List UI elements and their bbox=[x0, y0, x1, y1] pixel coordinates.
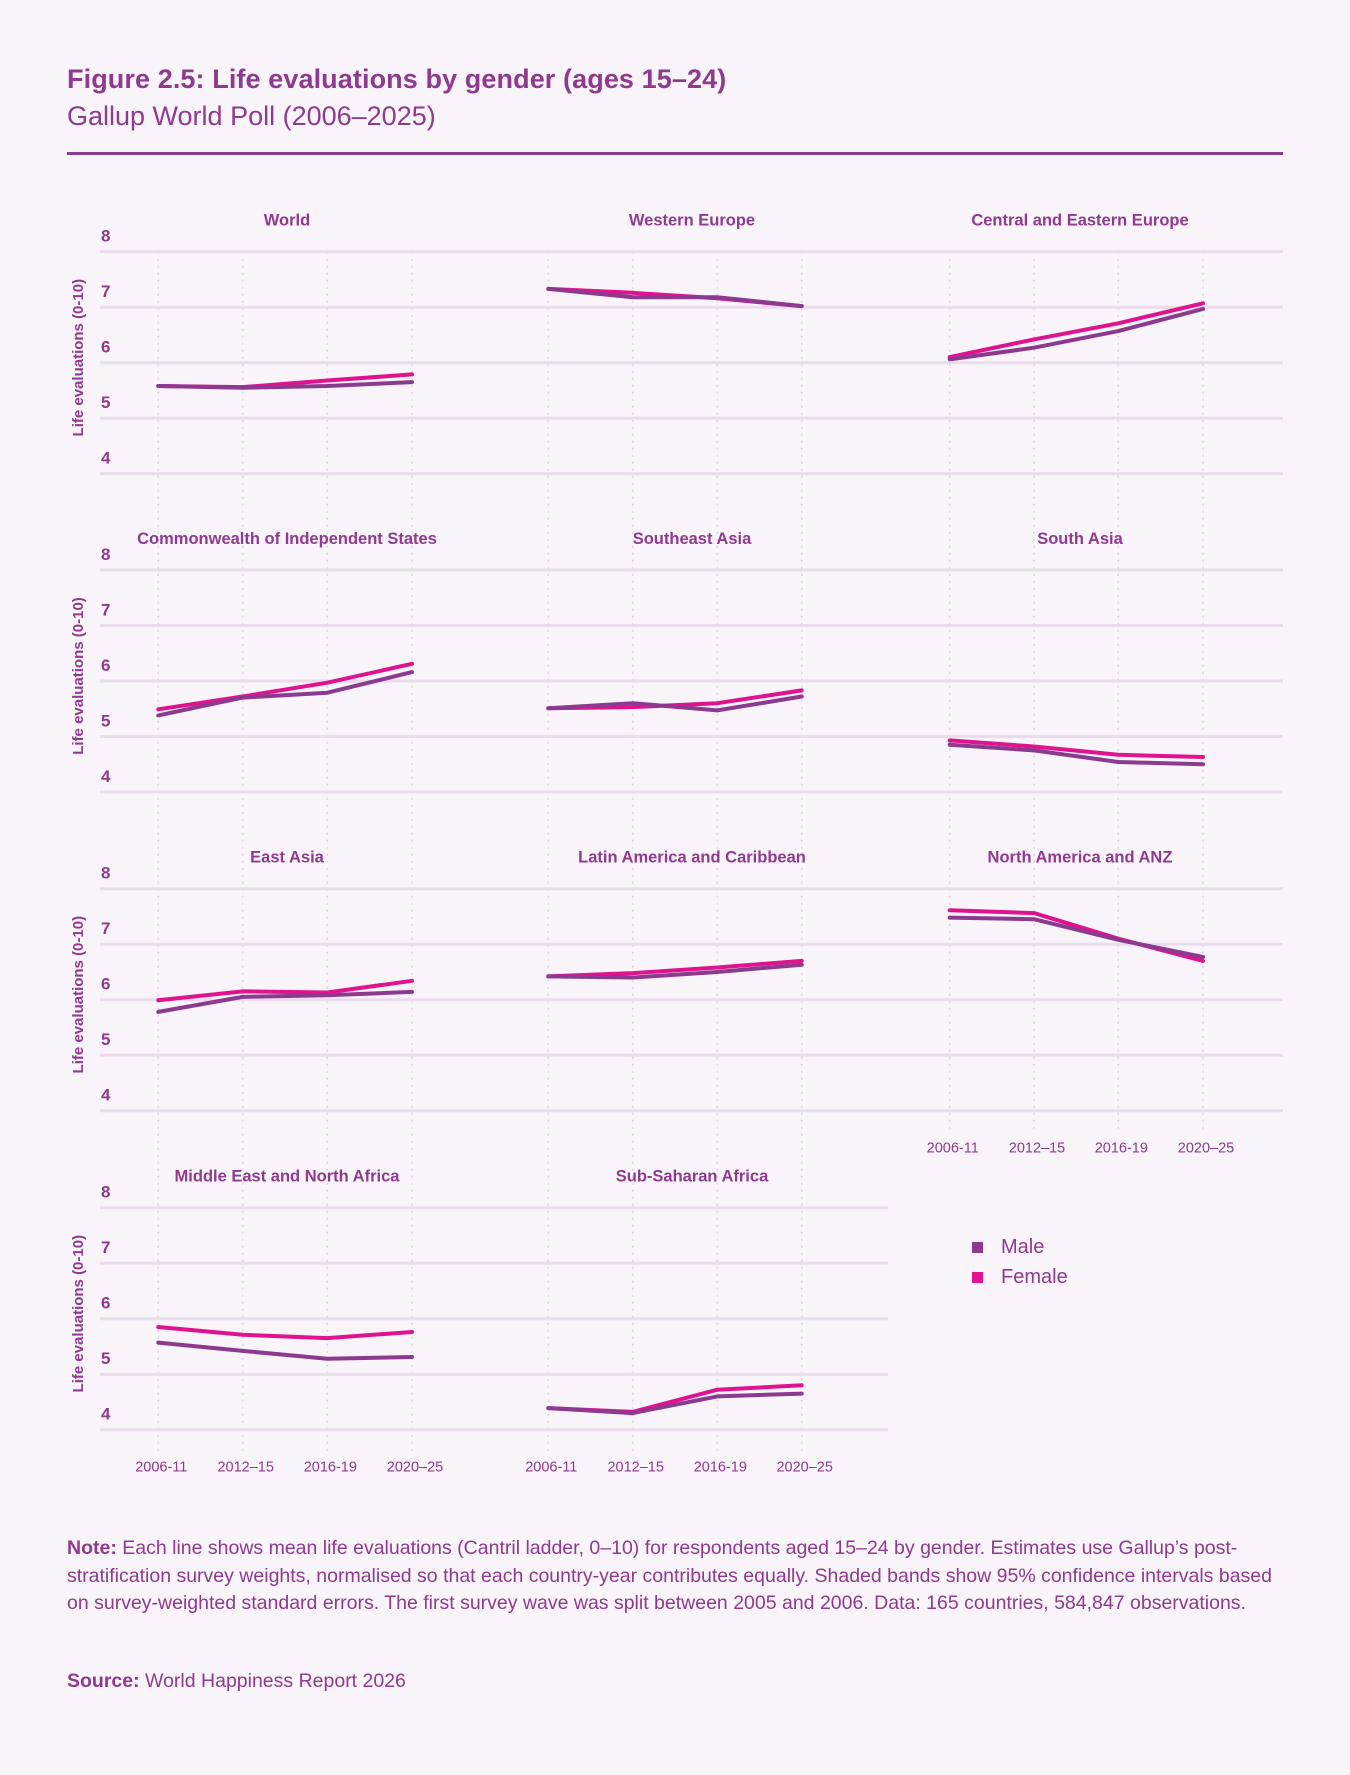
y-tick-label: 6 bbox=[101, 338, 110, 357]
panel-middle-east-and-north-africa: Middle East and North Africa 2006-11 2012–… bbox=[135, 1168, 443, 1476]
x-tick-label: 2016-19 bbox=[1095, 1141, 1148, 1157]
y-tick-label: 5 bbox=[101, 393, 110, 412]
x-tick-label: 2012–15 bbox=[217, 1460, 273, 1476]
y-tick-label: 7 bbox=[101, 919, 110, 938]
panel-title: Latin America and Caribbean bbox=[578, 849, 806, 867]
y-tick-label: 7 bbox=[101, 282, 110, 301]
female-series-line bbox=[546, 958, 804, 979]
figure-title: Figure 2.5: Life evaluations by gender (… bbox=[67, 64, 727, 94]
note-label: Note: bbox=[67, 1537, 117, 1559]
y-axis-title: Life evaluations (0-10) bbox=[70, 1235, 87, 1393]
legend-swatch-male bbox=[972, 1241, 983, 1253]
y-tick-label: 6 bbox=[101, 656, 110, 675]
x-tick-label: 2006-11 bbox=[135, 1460, 187, 1476]
panel-title: Commonwealth of Independent States bbox=[137, 530, 437, 548]
figure-note: Note: Each line shows mean life evaluati… bbox=[67, 1535, 1297, 1618]
panel-world: World bbox=[156, 212, 414, 390]
panel-title: Southeast Asia bbox=[633, 530, 752, 548]
panel-western-europe: Western Europe bbox=[546, 212, 804, 309]
y-tick-label: 7 bbox=[101, 601, 110, 620]
female-series-line bbox=[156, 978, 414, 1003]
panel-commonwealth-of-independent-states: Commonwealth of Independent States bbox=[137, 530, 437, 718]
y-axis-title: Life evaluations (0-10) bbox=[70, 916, 87, 1074]
source-text: World Happiness Report 2026 bbox=[139, 1670, 406, 1692]
legend-item-female: Female bbox=[972, 1262, 1068, 1292]
y-tick-label: 5 bbox=[101, 712, 110, 731]
y-tick-label: 5 bbox=[101, 1349, 110, 1368]
y-tick-label: 8 bbox=[101, 864, 110, 883]
source-label: Source: bbox=[67, 1670, 140, 1692]
female-series-line bbox=[546, 1383, 804, 1414]
male-series-line bbox=[947, 742, 1205, 767]
panel-sub-saharan-africa: Sub-Saharan Africa 2006-11 2012–15 2016-19 2… bbox=[525, 1168, 833, 1476]
male-series-line bbox=[156, 1340, 414, 1361]
y-tick-label: 6 bbox=[101, 975, 110, 994]
male-series-line bbox=[947, 306, 1205, 362]
y-tick-label: 8 bbox=[101, 1183, 110, 1202]
figure-header: Figure 2.5: Life evaluations by gender (… bbox=[67, 62, 1283, 134]
y-tick-label: 5 bbox=[101, 1030, 110, 1049]
panel-title: Middle East and North Africa bbox=[175, 1168, 401, 1186]
panel-latin-america-and-caribbean: Latin America and Caribbean bbox=[546, 849, 806, 980]
x-tick-label: 2012–15 bbox=[1009, 1141, 1065, 1157]
female-series-line bbox=[156, 661, 414, 712]
panel-south-asia: South Asia bbox=[947, 530, 1205, 767]
row-2: 8 7 6 5 4 Life evaluations (0-10) Commonwealth… bbox=[70, 530, 1283, 794]
legend-label-male: Male bbox=[1001, 1235, 1045, 1258]
female-series-line bbox=[947, 738, 1205, 759]
male-series-line bbox=[546, 962, 804, 980]
y-tick-label: 7 bbox=[101, 1238, 110, 1257]
figure-source: Source: World Happiness Report 2026 bbox=[67, 1668, 406, 1696]
row-1: 8 7 6 5 4 Life evaluations (0-10) World Western… bbox=[70, 212, 1283, 476]
x-tick-label: 2020–25 bbox=[387, 1460, 443, 1476]
x-tick-label: 2020–25 bbox=[776, 1460, 832, 1476]
y-tick-label: 4 bbox=[101, 1405, 111, 1424]
female-series-line bbox=[156, 1325, 414, 1341]
panel-central-and-eastern-europe: Central and Eastern Europe bbox=[947, 212, 1205, 362]
male-series-line bbox=[156, 989, 414, 1014]
y-tick-label: 8 bbox=[101, 227, 110, 246]
panel-title: Sub-Saharan Africa bbox=[616, 1168, 769, 1186]
panel-southeast-asia: Southeast Asia bbox=[546, 530, 804, 713]
panel-title: East Asia bbox=[250, 849, 325, 867]
male-series-line bbox=[947, 915, 1205, 959]
panel-title: South Asia bbox=[1037, 530, 1123, 548]
row-4: 8 7 6 5 4 Life evaluations (0-10) Middle East … bbox=[70, 1168, 888, 1476]
male-series-line bbox=[156, 380, 414, 390]
x-tick-label: 2016-19 bbox=[694, 1460, 747, 1476]
legend-swatch-female bbox=[972, 1271, 983, 1283]
x-tick-label: 2012–15 bbox=[607, 1460, 663, 1476]
male-series-line bbox=[156, 670, 414, 718]
y-axis-title: Life evaluations (0-10) bbox=[70, 279, 87, 437]
row-3: 8 7 6 5 4 Life evaluations (0-10) East Asia Lat… bbox=[70, 849, 1283, 1157]
x-tick-label: 2020–25 bbox=[1178, 1141, 1234, 1157]
y-tick-label: 8 bbox=[101, 545, 110, 564]
y-tick-label: 4 bbox=[101, 1086, 111, 1105]
panel-north-america-and-anz: North America and ANZ 2006-11 2012–15 2016-… bbox=[927, 849, 1235, 1157]
panel-title: Central and Eastern Europe bbox=[971, 212, 1188, 230]
legend-label-female: Female bbox=[1001, 1265, 1068, 1288]
x-tick-label: 2006-11 bbox=[525, 1460, 577, 1476]
x-tick-label: 2016-19 bbox=[304, 1460, 357, 1476]
header-divider bbox=[67, 152, 1283, 155]
panel-east-asia: East Asia bbox=[156, 849, 414, 1014]
y-tick-label: 4 bbox=[101, 449, 111, 468]
male-series-line bbox=[546, 286, 804, 309]
y-tick-label: 6 bbox=[101, 1294, 110, 1313]
male-series-line bbox=[546, 1391, 804, 1416]
female-series-line bbox=[947, 301, 1205, 360]
panel-title: Western Europe bbox=[629, 212, 755, 230]
legend-item-male: Male bbox=[972, 1232, 1068, 1262]
note-text: Each line shows mean life evaluations (C… bbox=[67, 1537, 1272, 1614]
small-multiples-chart: 8 7 6 5 4 Life evaluations (0-10) World Western… bbox=[70, 212, 1283, 1476]
panel-title: World bbox=[264, 212, 310, 230]
y-tick-label: 4 bbox=[101, 767, 111, 786]
male-series-line bbox=[546, 694, 804, 713]
legend: Male Female bbox=[972, 1232, 1068, 1292]
x-tick-label: 2006-11 bbox=[927, 1141, 979, 1157]
y-axis-title: Life evaluations (0-10) bbox=[70, 597, 87, 755]
panel-title: North America and ANZ bbox=[988, 849, 1173, 867]
figure-subtitle: Gallup World Poll (2006–2025) bbox=[67, 101, 436, 131]
